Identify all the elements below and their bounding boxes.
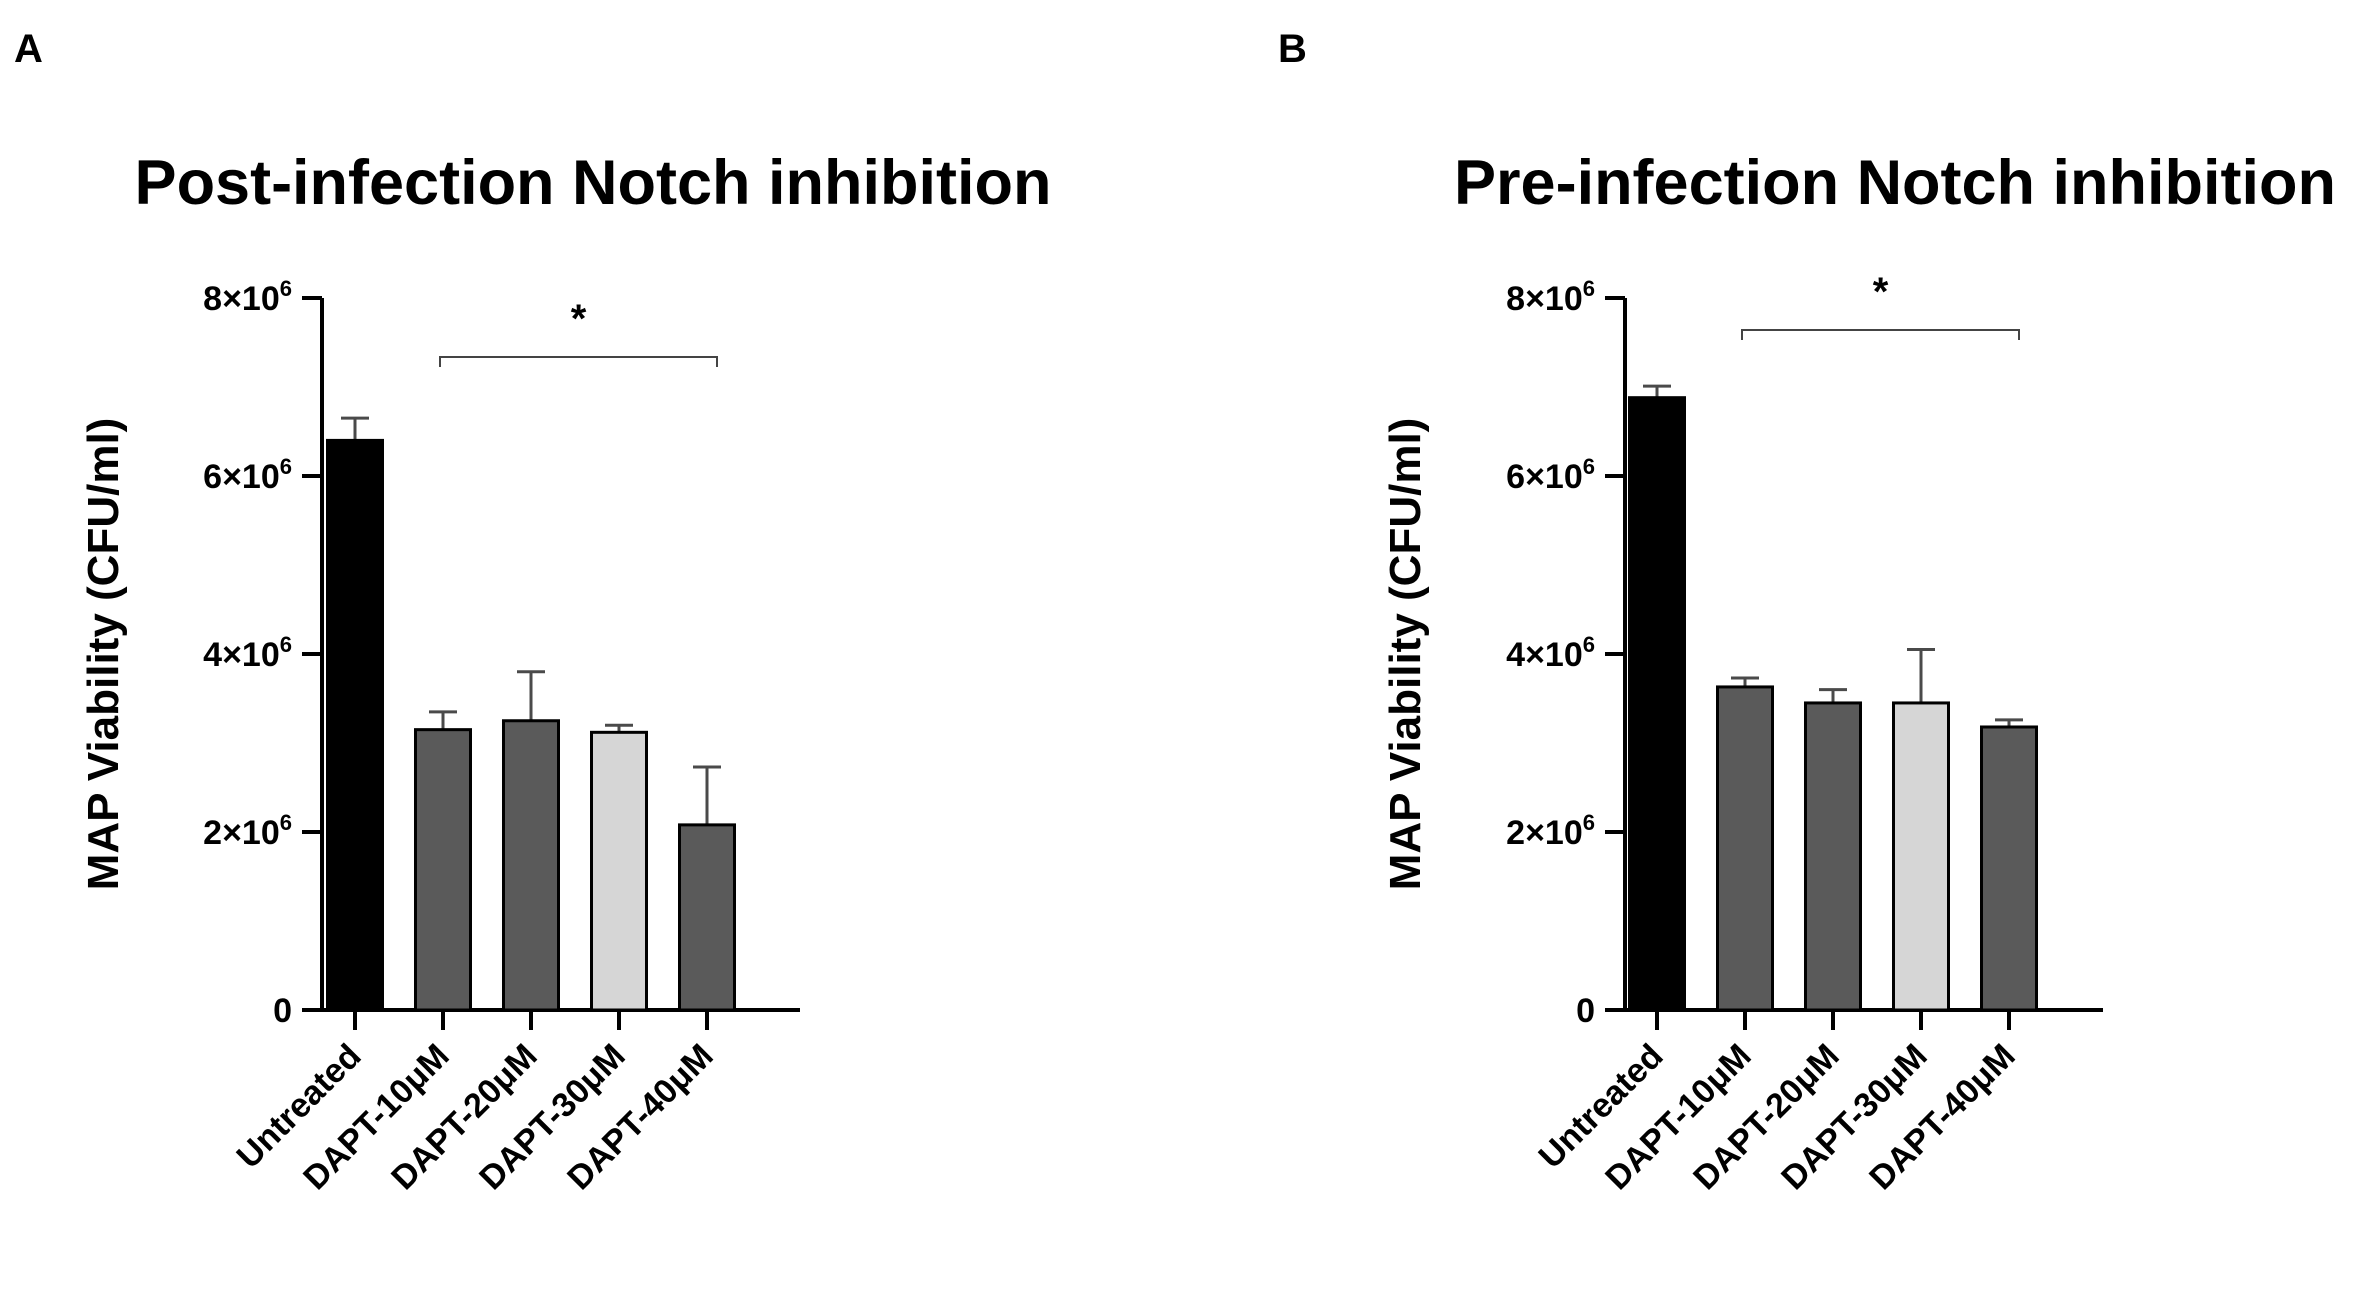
- y-tick-label: 4×106: [1506, 632, 1595, 674]
- y-tick-label: 2×106: [1506, 810, 1595, 852]
- y-tick-label: 4×106: [203, 632, 292, 674]
- panel-letter: B: [1278, 27, 1307, 71]
- bar: [1892, 701, 1950, 1012]
- y-tick-label: 6×106: [1506, 454, 1595, 496]
- y-axis-label: MAP Viability (CFU/ml): [79, 418, 128, 891]
- y-tick-label: 0: [273, 992, 292, 1030]
- bar: [326, 438, 384, 1012]
- significance-label: *: [1873, 270, 1889, 314]
- y-tick-label: 8×106: [203, 276, 292, 318]
- bar: [1628, 396, 1686, 1012]
- significance-bracket: [439, 356, 718, 367]
- significance-label: *: [571, 297, 587, 341]
- significance-bracket: [1741, 329, 2020, 340]
- bar: [1980, 725, 2038, 1012]
- bar: [414, 728, 472, 1012]
- y-tick-label: 8×106: [1506, 276, 1595, 318]
- y-axis-label: MAP Viability (CFU/ml): [1381, 418, 1430, 891]
- y-tick-label: 0: [1576, 992, 1595, 1030]
- bar: [1804, 701, 1862, 1012]
- y-tick-label: 6×106: [203, 454, 292, 496]
- bar: [1716, 685, 1774, 1012]
- chart-title: Post-infection Notch inhibition: [135, 148, 1052, 218]
- bar: [678, 823, 736, 1012]
- bar: [502, 719, 560, 1012]
- chart-title: Pre-infection Notch inhibition: [1454, 148, 2336, 218]
- panel-a-chart: A Post-infection Notch inhibition MAP Viab…: [14, 27, 1051, 1197]
- panel-letter: A: [14, 27, 43, 71]
- bar: [590, 730, 648, 1012]
- y-tick-label: 2×106: [203, 810, 292, 852]
- panel-b-chart: B Pre-infection Notch inhibition MAP Viabi…: [1278, 27, 2336, 1197]
